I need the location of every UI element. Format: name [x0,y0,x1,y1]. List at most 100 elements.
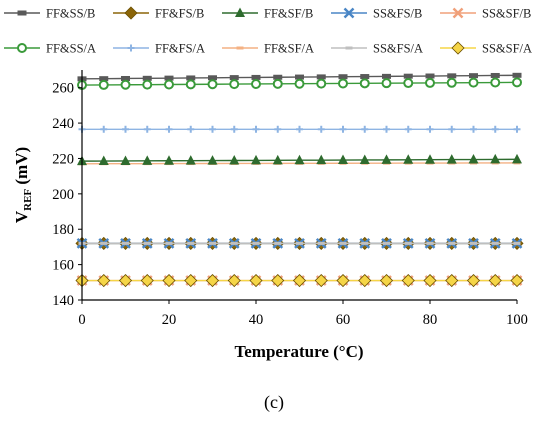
data-point [164,75,174,81]
data-point [513,241,521,245]
y-tick-label: 200 [52,187,74,203]
data-point [274,125,282,133]
x-tick-label: 80 [423,312,438,328]
legend-label: FF&SF/A [264,42,314,56]
data-point [118,273,133,288]
data-point [165,125,173,133]
legend-label: FF&SF/B [264,7,313,21]
data-point [470,241,477,245]
data-point [98,79,109,90]
x-tick-label: 60 [336,312,351,328]
series-FF&SS/A [77,77,522,91]
data-point [425,73,435,79]
series-FF&SF/B [77,153,522,166]
data-point [383,125,390,133]
data-point [447,73,457,79]
data-point [251,154,261,165]
data-point [164,155,174,165]
data-point [205,273,220,288]
data-point [403,73,413,79]
data-point [339,125,347,133]
legend-marker [235,7,245,17]
data-point [120,155,131,165]
data-point [317,125,325,133]
legend-item: FF&SS/B [4,7,95,21]
data-point [359,78,370,89]
data-point [383,241,390,245]
x-tick-label: 40 [249,312,264,328]
data-point [97,273,111,288]
data-point [488,273,502,288]
legend-marker [343,7,355,19]
data-point [208,75,217,81]
data-point [468,154,479,164]
data-point [316,78,327,89]
data-point [122,241,129,245]
data-point [403,78,414,89]
data-point [361,241,369,245]
data-point [185,155,196,165]
data-point [140,273,154,288]
data-point [187,125,195,133]
data-point [360,74,370,80]
data-point [296,125,303,133]
data-point [120,79,131,90]
figure-caption: (c) [264,392,284,413]
data-point [227,273,241,288]
legend-marker [17,43,27,53]
data-point [292,273,307,288]
data-point [470,125,477,133]
data-point [469,73,478,79]
data-point [358,273,372,288]
series-FF&FS/A [78,125,521,133]
data-point [381,78,392,89]
data-point [209,125,216,133]
y-tick-label: 260 [52,81,74,97]
data-point [294,154,305,165]
data-point [294,78,305,89]
legend-label: FF&SS/A [46,42,96,56]
data-point [295,74,304,80]
data-point [229,154,240,165]
data-point [425,77,435,88]
data-point [143,125,151,133]
y-tick-label: 140 [52,293,74,309]
legend-item: SS&SF/B [440,7,531,21]
data-point [252,241,260,245]
plot-area [75,72,524,288]
series-SS&FS/A [78,241,521,245]
data-point [404,241,412,245]
legend-label: SS&FS/B [373,7,422,21]
data-point [249,273,263,288]
data-point [448,125,456,133]
x-axis-title: Temperature (°C) [234,342,363,361]
legend-label: FF&SS/B [46,7,95,21]
data-point [512,72,522,78]
data-point [184,273,198,288]
data-point [100,241,108,245]
data-point [273,74,283,80]
data-point [468,77,479,88]
data-point [100,125,108,133]
x-tick-label: 0 [78,312,85,328]
y-tick-label: 240 [52,116,74,132]
legend-marker [451,41,465,55]
legend-marker [17,10,27,16]
data-point [316,154,327,165]
data-point [142,155,153,165]
data-point [338,74,348,80]
data-point [142,79,153,90]
data-point [426,241,434,245]
data-point [230,241,238,245]
data-point [296,241,303,245]
legend-label: SS&FS/A [373,42,423,56]
data-point [121,75,130,81]
data-point [122,125,129,133]
data-point [512,77,522,88]
data-point [361,125,369,133]
legend-item: FF&FS/B [113,6,204,21]
y-tick-label: 220 [52,151,74,167]
y-axis-title-unit: (mV) [12,147,31,189]
data-point [274,241,282,245]
data-point [446,154,457,164]
